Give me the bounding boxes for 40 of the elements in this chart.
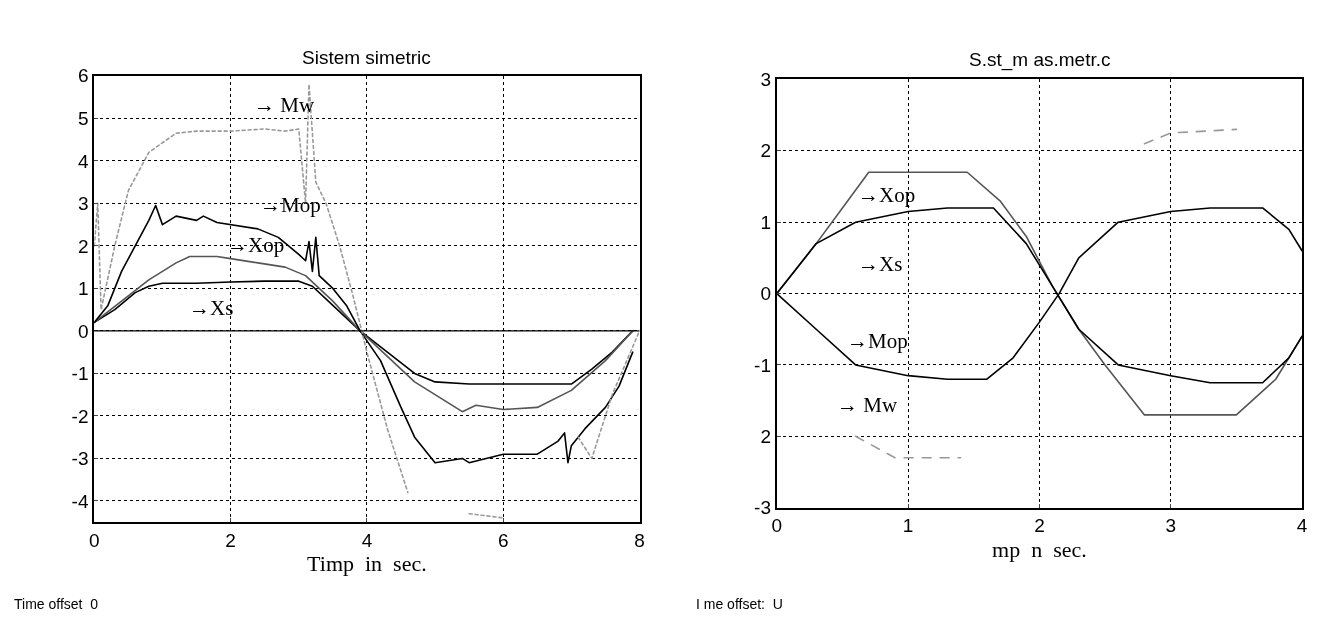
y-tick-label: 4 (77, 150, 89, 172)
x-tick-label: 8 (634, 529, 645, 551)
y-tick-label: 1 (760, 211, 772, 233)
y-tick-label: -3 (754, 497, 772, 519)
y-tick-label: -2 (71, 405, 89, 427)
text: I me offset: U (696, 596, 783, 612)
y-tick-label: 1 (77, 278, 89, 300)
x-axis-title: mp n sec. (992, 536, 1087, 562)
y-tick-label: -4 (71, 490, 89, 512)
annotation: →Xop (858, 183, 916, 207)
y-tick-label: 5 (77, 108, 89, 129)
y-tick-label: 2 (77, 235, 89, 257)
x-tick-label: 6 (497, 529, 509, 551)
y-tick-label: 0 (77, 320, 89, 342)
x-tick-label: 4 (361, 529, 373, 551)
annotation: →Mop (260, 193, 321, 217)
chart-title: S.st_m as.metr.c (969, 49, 1111, 71)
y-tick-label: 3 (77, 193, 89, 215)
annotation: →Xs (858, 252, 903, 276)
y-tick-label: 2 (760, 140, 772, 162)
annotation: → Mw (254, 93, 315, 117)
y-tick-label: -1 (71, 363, 89, 385)
x-tick-label: 2 (1034, 515, 1045, 537)
chart-title: Sistem simetric (302, 47, 431, 68)
y-tick-label: -1 (754, 354, 772, 376)
x-tick-label: 2 (225, 529, 236, 551)
y-tick-label: 2 (760, 425, 772, 447)
y-tick-label: 6 (77, 65, 89, 87)
y-tick-label: -3 (71, 448, 89, 470)
annotation: → Mw (837, 393, 898, 417)
annotation: →Xop (227, 233, 285, 257)
y-tick-label: 3 (760, 69, 772, 91)
x-tick-label: 4 (1296, 515, 1308, 537)
annotation: →Mop (847, 329, 908, 353)
y-tick-label: 0 (760, 283, 772, 305)
text: Time offset 0 (14, 596, 99, 612)
x-tick-label: 3 (1165, 515, 1176, 537)
annotation: →Xs (189, 296, 234, 320)
x-axis-title: Timp in sec. (307, 551, 427, 577)
x-tick-label: 1 (902, 515, 914, 537)
